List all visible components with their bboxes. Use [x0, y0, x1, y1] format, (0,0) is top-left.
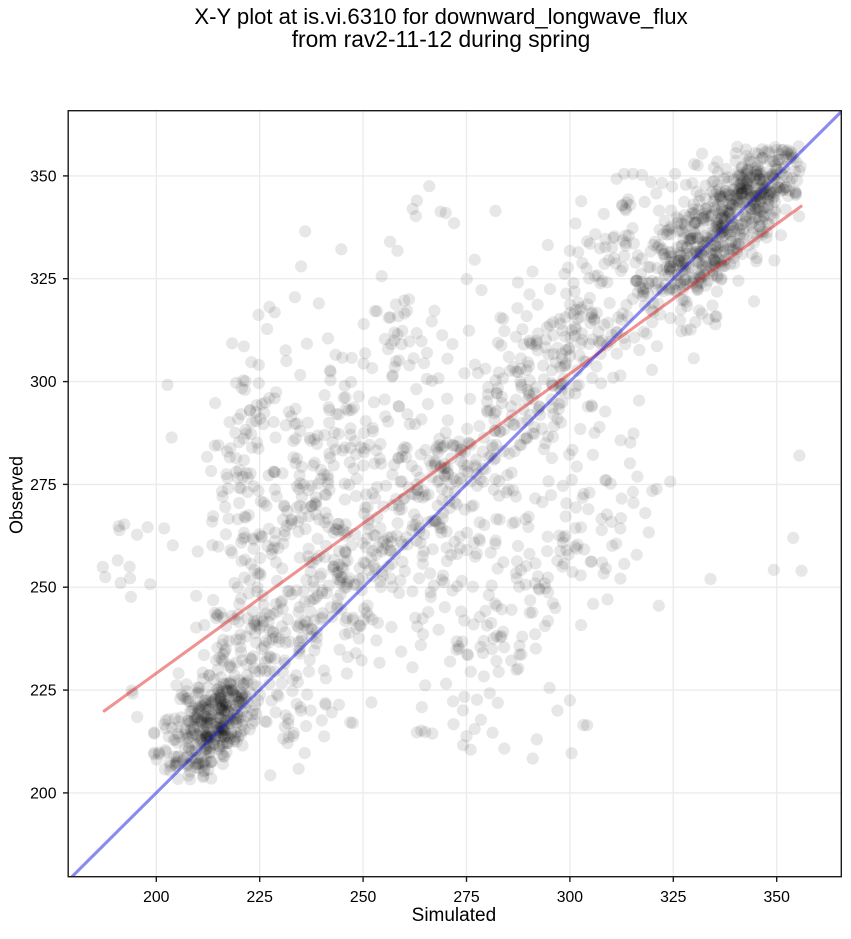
- svg-text:350: 350: [30, 168, 57, 185]
- svg-text:250: 250: [350, 889, 377, 906]
- svg-text:275: 275: [30, 477, 57, 494]
- svg-text:Simulated: Simulated: [412, 905, 497, 926]
- svg-text:350: 350: [764, 889, 791, 906]
- svg-text:250: 250: [30, 580, 57, 597]
- svg-text:225: 225: [30, 683, 57, 700]
- svg-text:300: 300: [557, 889, 584, 906]
- svg-text:275: 275: [453, 889, 480, 906]
- svg-text:Observed: Observed: [6, 456, 26, 534]
- svg-text:300: 300: [30, 374, 57, 391]
- svg-text:325: 325: [660, 889, 687, 906]
- svg-text:from rav2-11-12 during spring: from rav2-11-12 during spring: [292, 26, 591, 52]
- svg-text:X-Y plot at is.vi.6310 for dow: X-Y plot at is.vi.6310 for downward_long…: [194, 4, 687, 29]
- svg-text:200: 200: [30, 785, 57, 802]
- svg-text:325: 325: [30, 271, 57, 288]
- svg-text:225: 225: [247, 889, 274, 906]
- svg-text:200: 200: [143, 889, 170, 906]
